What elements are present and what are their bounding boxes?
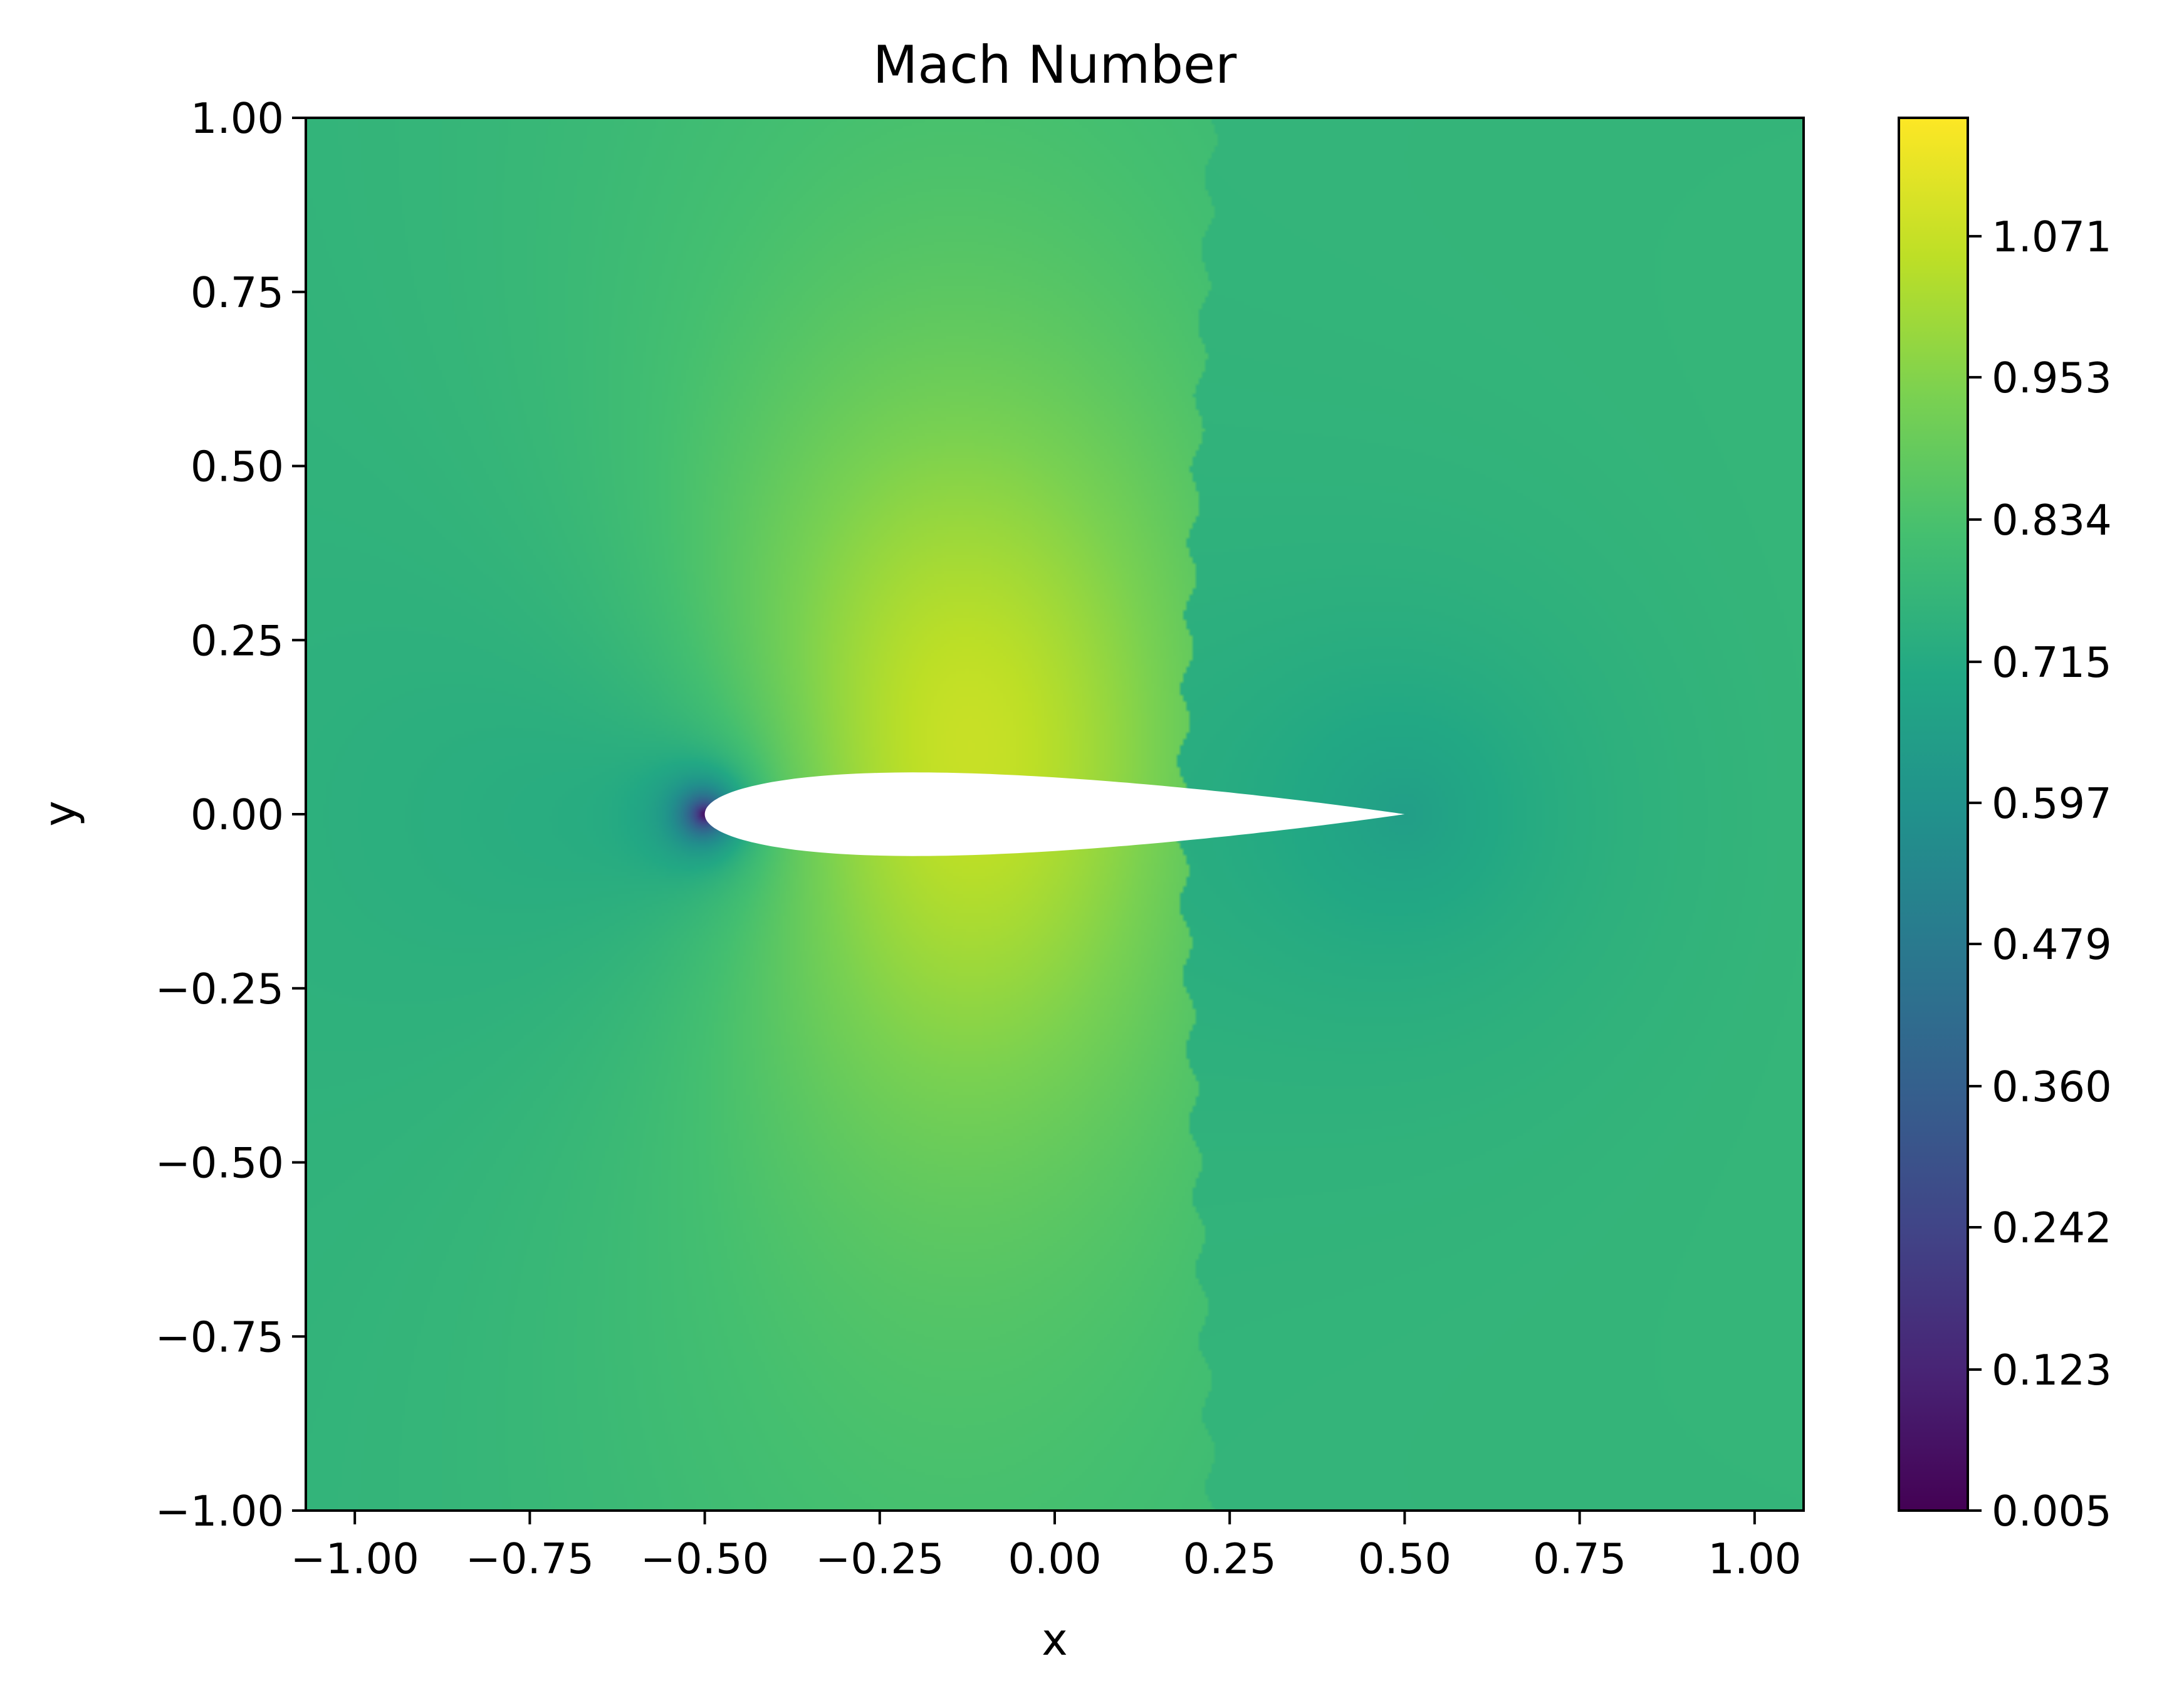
y-tick-label: −1.00	[155, 1487, 284, 1536]
y-tick-label: −0.75	[155, 1313, 284, 1361]
x-tick-label: −1.00	[291, 1534, 419, 1583]
y-tick-label: 1.00	[191, 94, 284, 143]
colorbar-tick-label: 0.715	[1992, 638, 2112, 687]
x-tick-label: −0.25	[815, 1534, 944, 1583]
plot-area	[305, 117, 1805, 1512]
colorbar-tick-label: 0.242	[1992, 1203, 2112, 1252]
x-tick-label: 0.25	[1183, 1534, 1277, 1583]
x-axis-label: x	[1042, 1614, 1067, 1665]
chart-title: Mach Number	[873, 34, 1237, 95]
colorbar-tick-label: 0.005	[1992, 1487, 2112, 1536]
x-tick-label: −0.75	[466, 1534, 594, 1583]
colorbar-gradient	[1898, 117, 1969, 1512]
colorbar-ticks: 0.005 0.123 0.242 0.360 0.479 0.597 0.715 0.834…	[1968, 212, 2112, 1536]
y-tick-label: 0.25	[191, 616, 284, 665]
colorbar-tick-label: 0.479	[1992, 920, 2112, 969]
colorbar: 0.005 0.123 0.242 0.360 0.479 0.597 0.715 0.834…	[1898, 117, 2112, 1536]
y-axis: 1.00 0.75 0.50 0.25 0.00 −0.25 −0.50 −0.75 −1.00	[155, 94, 306, 1536]
x-tick-label: −0.50	[640, 1534, 769, 1583]
x-tick-label: 0.75	[1533, 1534, 1626, 1583]
colorbar-tick-label: 0.597	[1992, 779, 2112, 828]
y-axis-label: y	[34, 800, 86, 826]
colorbar-tick-label: 0.360	[1992, 1062, 2112, 1111]
y-tick-label: −0.50	[155, 1139, 284, 1188]
x-tick-label: 1.00	[1708, 1534, 1801, 1583]
x-tick-label: 0.50	[1358, 1534, 1451, 1583]
y-tick-label: 0.00	[191, 790, 284, 839]
colorbar-tick-label: 1.071	[1992, 212, 2112, 261]
y-tick-label: 0.75	[191, 268, 284, 317]
y-tick-label: −0.25	[155, 965, 284, 1014]
colorbar-tick-label: 0.953	[1992, 354, 2112, 402]
airfoil-shape	[704, 772, 1405, 856]
colorbar-tick-label: 0.123	[1992, 1346, 2112, 1395]
y-tick-label: 0.50	[191, 443, 284, 491]
x-tick-label: 0.00	[1008, 1534, 1101, 1583]
colorbar-tick-label: 0.834	[1992, 496, 2112, 545]
x-axis: −1.00 −0.75 −0.50 −0.25 0.00 0.25 0.50 0.75 1.00	[291, 1511, 1801, 1583]
